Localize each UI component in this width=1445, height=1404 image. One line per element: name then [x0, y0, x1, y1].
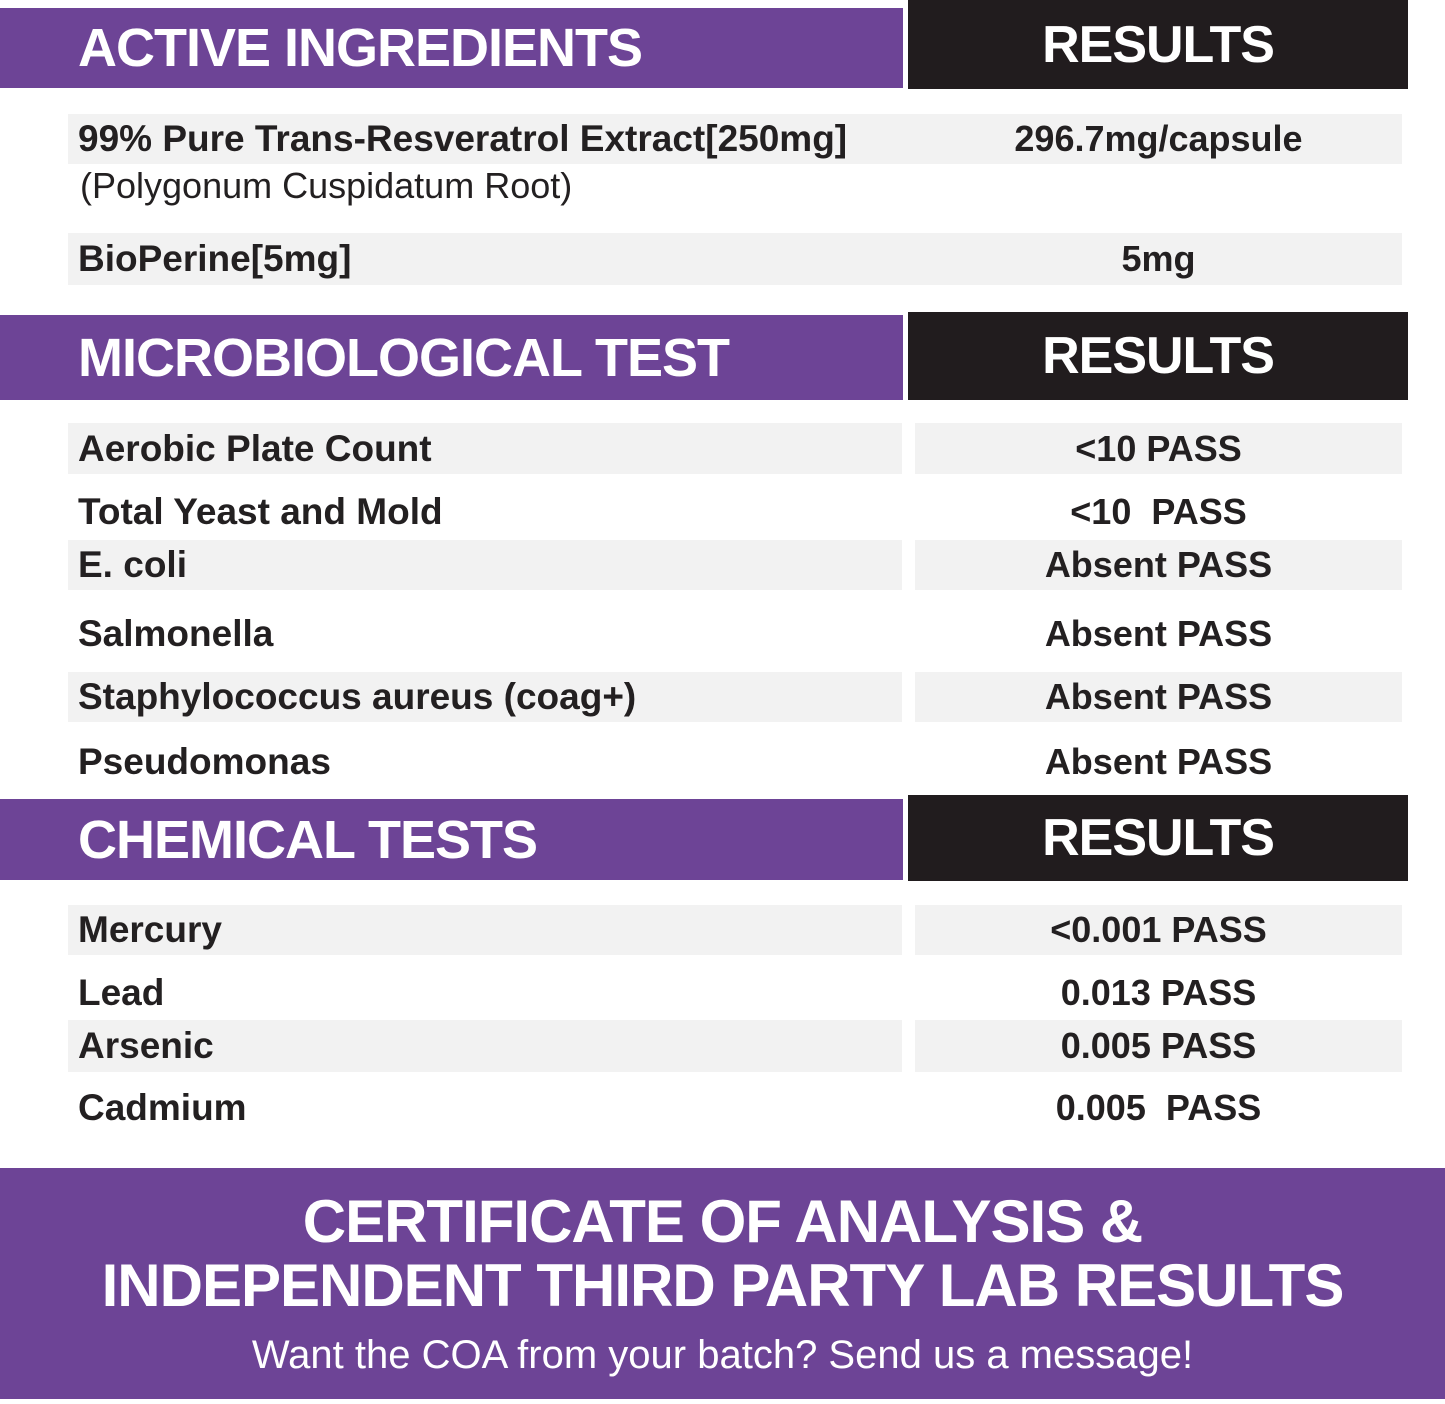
row-band: [68, 233, 1402, 285]
test-result: Absent PASS: [915, 540, 1402, 590]
result-value: <0.001 PASS: [1050, 909, 1267, 950]
test-result: <10 PASS: [915, 423, 1402, 474]
results-header-label: RESULTS: [1042, 809, 1275, 867]
test-label: Mercury: [78, 909, 222, 950]
result-value: Absent PASS: [1044, 612, 1273, 654]
test-name: E. coli: [78, 540, 187, 590]
section-title: MICROBIOLOGICAL TEST: [78, 327, 730, 388]
test-name: Arsenic: [78, 1020, 214, 1072]
test-label: E. coli: [78, 544, 187, 585]
test-label: Staphylococcus aureus (coag+): [78, 676, 637, 717]
ingredient-source: (Polygonum Cuspidatum Root): [80, 164, 572, 208]
test-name: Cadmium: [78, 1083, 247, 1133]
test-result: Absent PASS: [915, 736, 1402, 787]
row-band: [68, 905, 902, 955]
result-value: 296.7mg/capsule: [1014, 118, 1303, 159]
row-band: [915, 905, 1402, 955]
test-name: Staphylococcus aureus (coag+): [78, 672, 636, 722]
test-result: 0.013 PASS: [915, 968, 1402, 1018]
test-label: Salmonella: [78, 612, 274, 654]
results-header-chemical: RESULTS: [908, 795, 1408, 881]
section-title: ACTIVE INGREDIENTS: [78, 18, 643, 78]
row-band: [915, 423, 1402, 474]
test-result: 0.005 PASS: [915, 1083, 1402, 1133]
results-header-micro: RESULTS: [908, 312, 1408, 400]
results-header-active: RESULTS: [908, 0, 1408, 89]
row-band: [68, 672, 902, 722]
footer-message: Want the COA from your batch? Send us a …: [251, 1332, 1194, 1377]
section-title: CHEMICAL TESTS: [78, 809, 538, 870]
ingredient-dose: [250mg]: [705, 118, 848, 159]
footer-title-line1: CERTIFICATE OF ANALYSIS &: [302, 1187, 1143, 1255]
result-value: Absent PASS: [1044, 676, 1273, 717]
test-result: Absent PASS: [915, 608, 1402, 659]
test-name: Salmonella: [78, 608, 273, 659]
results-header-label: RESULTS: [1042, 327, 1275, 385]
section-header-chemical-tests: CHEMICAL TESTS: [0, 799, 903, 880]
ingredient-sublabel: (Polygonum Cuspidatum Root): [80, 165, 573, 206]
footer-title-line2: INDEPENDENT THIRD PARTY LAB RESULTS: [101, 1251, 1345, 1319]
ingredient-label: BioPerine: [78, 238, 251, 279]
result-value: Absent PASS: [1044, 544, 1273, 585]
row-band: [915, 1020, 1402, 1072]
test-label: Aerobic Plate Count: [78, 427, 432, 469]
ingredient-name: BioPerine [5mg]: [78, 233, 351, 285]
test-name: Aerobic Plate Count: [78, 423, 432, 474]
result-value: <10 PASS: [1070, 490, 1247, 532]
test-label: Arsenic: [78, 1025, 214, 1066]
ingredient-result: 296.7mg/capsule: [915, 114, 1402, 164]
test-result: <0.001 PASS: [915, 905, 1402, 955]
test-name: Mercury: [78, 905, 222, 955]
result-value: 0.005 PASS: [1060, 1025, 1257, 1066]
test-result: <10 PASS: [915, 486, 1402, 537]
test-name: Lead: [78, 968, 164, 1018]
test-label: Lead: [78, 972, 165, 1013]
test-label: Cadmium: [78, 1087, 247, 1128]
row-band: [915, 672, 1402, 722]
row-band: [68, 540, 902, 590]
ingredient-name: 99% Pure Trans-Resveratrol Extract [250m…: [78, 114, 847, 164]
row-band: [68, 114, 1402, 164]
test-result: 0.005 PASS: [915, 1020, 1402, 1072]
result-value: 0.013 PASS: [1060, 972, 1257, 1013]
results-header-label: RESULTS: [1042, 15, 1275, 74]
row-band: [68, 423, 902, 474]
ingredient-label: 99% Pure Trans-Resveratrol Extract: [78, 118, 706, 159]
test-name: Pseudomonas: [78, 736, 331, 787]
ingredient-result: 5mg: [915, 233, 1402, 285]
row-band: [915, 540, 1402, 590]
section-header-microbiological-test: MICROBIOLOGICAL TEST: [0, 315, 903, 400]
section-header-active-ingredients: ACTIVE INGREDIENTS: [0, 8, 903, 88]
row-band: [68, 1020, 902, 1072]
test-label: Pseudomonas: [78, 740, 331, 782]
test-result: Absent PASS: [915, 672, 1402, 722]
test-label: Total Yeast and Mold: [78, 490, 443, 532]
result-value: 0.005 PASS: [1055, 1087, 1262, 1128]
result-value: Absent PASS: [1044, 740, 1273, 782]
result-value: 5mg: [1121, 238, 1196, 279]
ingredient-dose: [5mg]: [250, 238, 352, 279]
certificate-footer: CERTIFICATE OF ANALYSIS & INDEPENDENT TH…: [0, 1168, 1445, 1399]
result-value: <10 PASS: [1075, 427, 1242, 469]
test-name: Total Yeast and Mold: [78, 486, 443, 537]
